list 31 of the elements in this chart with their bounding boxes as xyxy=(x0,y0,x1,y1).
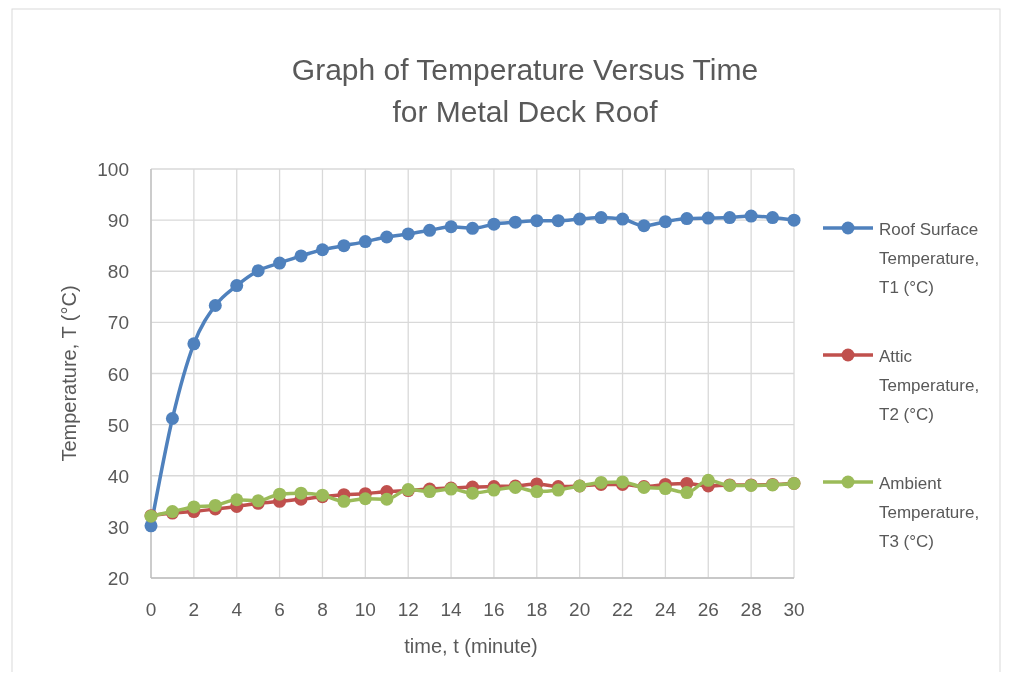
x-tick-label: 8 xyxy=(317,599,328,620)
x-tick-label: 26 xyxy=(697,599,719,620)
x-tick-label: 10 xyxy=(354,599,376,620)
y-tick-label: 40 xyxy=(107,465,129,487)
x-tick-label: 16 xyxy=(483,599,505,620)
x-tick-label: 6 xyxy=(274,599,285,620)
y-tick-label: 90 xyxy=(107,210,129,232)
y-tick-label: 80 xyxy=(107,261,129,283)
x-tick-label: 2 xyxy=(188,599,200,620)
x-tick-label: 24 xyxy=(654,599,677,620)
x-tick-label: 20 xyxy=(569,599,591,620)
chart-title: Graph of Temperature Versus Time for Metal Deck Roof xyxy=(291,53,759,128)
x-tick-label: 30 xyxy=(783,599,805,620)
x-tick-label: 18 xyxy=(526,599,548,620)
x-tick-label: 22 xyxy=(611,599,634,620)
x-tick-label: 14 xyxy=(440,599,463,620)
y-tick-label: 60 xyxy=(107,363,129,385)
y-tick-label: 100 xyxy=(97,159,129,180)
x-tick-label: 12 xyxy=(397,599,419,620)
legend-label: Attic Temperature, T2 (°C) xyxy=(879,347,980,424)
y-tick-label: 30 xyxy=(107,516,129,538)
x-tick-label: 0 xyxy=(145,599,157,620)
legend-label: Roof Surface Temperature, T1 (°C) xyxy=(879,220,980,297)
x-axis-title: time, t (minute) xyxy=(404,635,538,657)
y-axis-title: Temperature, T (°C) xyxy=(58,285,80,462)
x-tick-label: 28 xyxy=(740,599,762,620)
x-tick-label: 4 xyxy=(231,599,243,620)
legend-label: Ambient Temperature, T3 (°C) xyxy=(879,474,980,551)
y-tick-label: 20 xyxy=(107,568,129,589)
y-tick-label: 50 xyxy=(107,414,129,436)
y-tick-label: 70 xyxy=(107,312,129,334)
